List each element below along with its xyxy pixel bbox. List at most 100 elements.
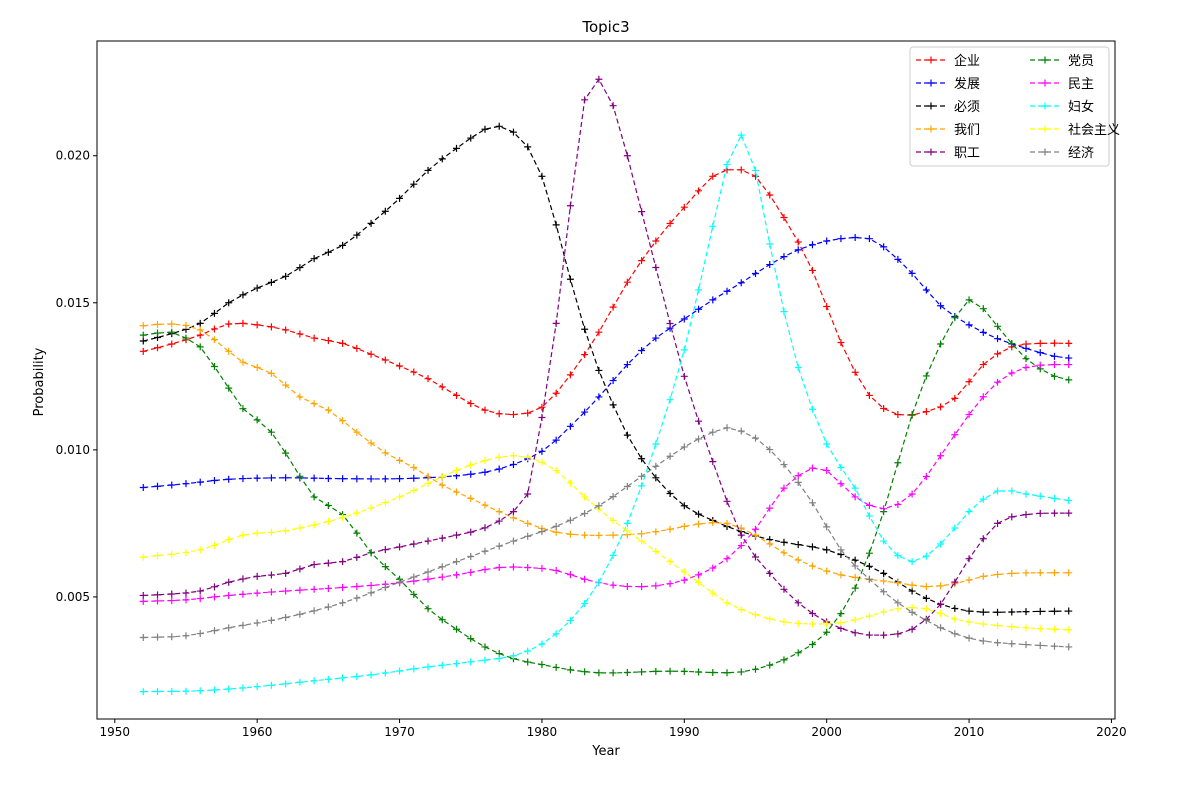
data-point-marker: [267, 616, 275, 624]
data-point-marker: [951, 431, 959, 439]
legend-label: 社会主义: [1068, 122, 1120, 138]
data-point-marker: [538, 640, 546, 648]
data-point-marker: [766, 261, 774, 269]
data-point-marker: [751, 270, 759, 278]
data-point-marker: [894, 500, 902, 508]
data-point-marker: [154, 482, 162, 490]
data-point-marker: [1050, 361, 1058, 369]
data-point-marker: [695, 571, 703, 579]
data-point-marker: [865, 612, 873, 620]
data-point-marker: [1036, 509, 1044, 517]
data-point-marker: [837, 546, 845, 554]
data-point-marker: [353, 231, 361, 239]
data-point-marker: [481, 547, 489, 555]
data-point-marker: [737, 606, 745, 614]
data-point-marker: [638, 482, 646, 490]
y-tick: 0.015: [56, 296, 97, 310]
data-point-marker: [296, 330, 304, 338]
data-point-marker: [481, 457, 489, 465]
y-tick-label: 0.005: [56, 590, 90, 604]
series-line: [143, 78, 1069, 636]
data-point-marker: [894, 411, 902, 419]
data-point-marker: [994, 322, 1002, 330]
data-point-marker: [751, 665, 759, 673]
data-point-marker: [154, 329, 162, 337]
data-point-marker: [566, 202, 574, 210]
data-point-marker: [894, 552, 902, 560]
data-point-marker: [310, 334, 318, 342]
legend-marker: [1041, 125, 1049, 133]
data-point-marker: [310, 521, 318, 529]
data-point-marker: [737, 668, 745, 676]
data-point-marker: [367, 219, 375, 227]
data-point-marker: [638, 257, 646, 265]
data-point-marker: [623, 278, 631, 286]
data-point-marker: [994, 350, 1002, 358]
data-point-marker: [310, 607, 318, 615]
data-point-marker: [552, 522, 560, 530]
data-point-marker: [979, 361, 987, 369]
data-point-marker: [581, 96, 589, 104]
data-point-marker: [780, 585, 788, 593]
series-line: [143, 133, 1069, 693]
data-point-marker: [666, 667, 674, 675]
data-point-marker: [609, 581, 617, 589]
data-point-marker: [566, 530, 574, 538]
data-point-marker: [509, 452, 517, 460]
data-point-marker: [453, 391, 461, 399]
data-point-marker: [324, 559, 332, 567]
data-point-marker: [1022, 344, 1030, 352]
data-point-marker: [552, 436, 560, 444]
data-point-marker: [1050, 509, 1058, 517]
data-point-marker: [438, 155, 446, 163]
data-point-marker: [182, 321, 190, 329]
data-point-marker: [1036, 641, 1044, 649]
data-point-marker: [880, 569, 888, 577]
data-point-marker: [495, 517, 503, 525]
x-tick-label: 1990: [669, 725, 700, 739]
data-point-marker: [709, 296, 717, 304]
data-point-marker: [794, 556, 802, 564]
x-tick-label: 2020: [1096, 725, 1127, 739]
data-point-marker: [951, 314, 959, 322]
data-point-marker: [965, 321, 973, 329]
data-point-marker: [339, 339, 347, 347]
data-point-marker: [509, 652, 517, 660]
data-point-marker: [1022, 363, 1030, 371]
data-point-marker: [965, 555, 973, 563]
data-point-marker: [1022, 355, 1030, 363]
data-point-marker: [424, 605, 432, 613]
data-point-marker: [638, 530, 646, 538]
data-point-marker: [1065, 496, 1073, 504]
data-point-marker: [310, 400, 318, 408]
data-point-marker: [196, 595, 204, 603]
data-point-marker: [310, 561, 318, 569]
data-point-marker: [880, 404, 888, 412]
legend-marker: [927, 102, 935, 110]
data-point-marker: [566, 571, 574, 579]
data-point-marker: [566, 371, 574, 379]
data-point-marker: [994, 378, 1002, 386]
data-point-marker: [154, 688, 162, 695]
data-point-marker: [851, 573, 859, 581]
data-point-marker: [495, 655, 503, 663]
data-point-marker: [282, 569, 290, 577]
data-point-marker: [965, 378, 973, 386]
series-5: [139, 296, 1073, 677]
data-point-marker: [154, 633, 162, 641]
data-point-marker: [196, 478, 204, 486]
x-tick: 1980: [527, 719, 557, 739]
data-point-marker: [509, 514, 517, 522]
legend-marker: [1041, 148, 1049, 156]
data-point-marker: [267, 588, 275, 596]
data-point-marker: [310, 474, 318, 482]
data-point-marker: [652, 462, 660, 470]
data-point-marker: [296, 524, 304, 532]
data-point-marker: [1065, 354, 1073, 362]
data-point-marker: [396, 362, 404, 370]
data-point-marker: [666, 320, 674, 327]
data-point-marker: [680, 203, 688, 211]
data-point-marker: [353, 428, 361, 436]
data-point-marker: [381, 356, 389, 364]
data-point-marker: [823, 620, 831, 628]
